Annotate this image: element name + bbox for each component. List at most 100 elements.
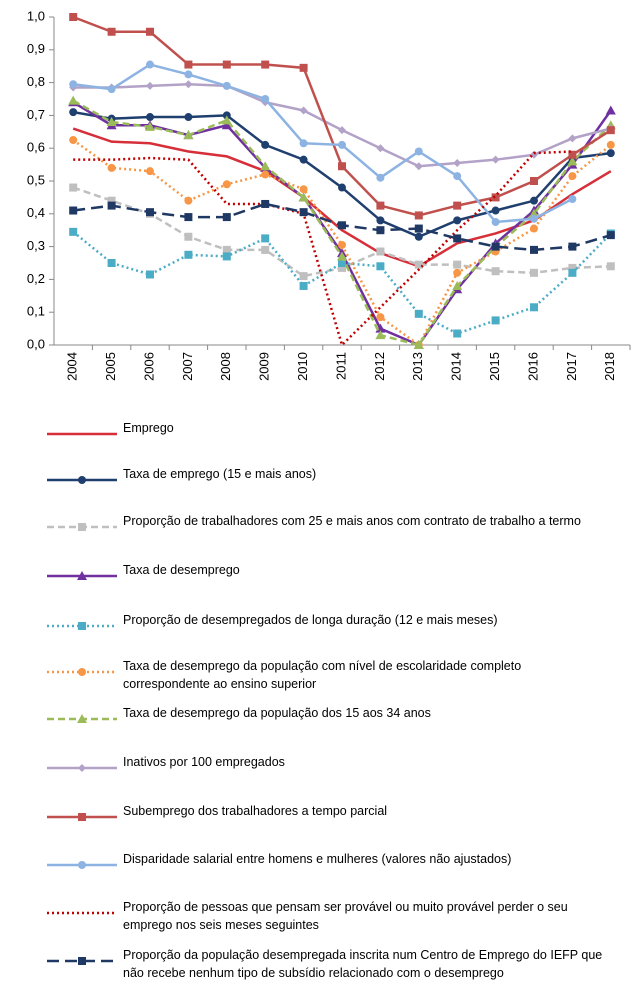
legend-entry: Taxa de desemprego <box>47 563 603 582</box>
y-tick-label: 0,6 <box>27 140 45 155</box>
point <box>184 60 193 69</box>
legend-swatch <box>47 957 117 965</box>
point <box>68 95 79 105</box>
point <box>261 95 270 103</box>
point <box>222 245 231 254</box>
point <box>530 245 538 254</box>
point <box>299 272 308 281</box>
point <box>299 208 308 217</box>
point <box>222 213 231 222</box>
point <box>299 155 308 164</box>
y-tick-label: 0,8 <box>27 74 45 89</box>
legend-label: Inativos por 100 empregados <box>123 755 285 769</box>
legend-entry: Subemprego dos trabalhadores a tempo par… <box>47 804 603 823</box>
point <box>376 313 385 322</box>
legend-swatch <box>47 432 117 436</box>
legend-swatch <box>47 764 117 772</box>
point <box>376 201 385 210</box>
point <box>568 263 577 272</box>
point <box>376 216 385 225</box>
legend-marker <box>78 523 86 531</box>
point <box>106 116 117 126</box>
point <box>299 63 308 72</box>
point <box>261 170 270 179</box>
point <box>222 180 231 189</box>
point <box>299 139 308 148</box>
point <box>69 136 78 144</box>
point <box>453 201 462 210</box>
point <box>568 150 577 159</box>
y-tick-label: 0,4 <box>27 205 45 220</box>
point <box>338 240 346 249</box>
x-tick-label: 2006 <box>141 352 156 381</box>
legend-marker <box>77 571 87 580</box>
legend-label: Proporção de trabalhadores com 25 e mais… <box>123 514 581 528</box>
legend-label: Emprego <box>123 421 174 435</box>
point <box>69 206 78 215</box>
point <box>530 214 538 223</box>
point <box>530 196 538 205</box>
point <box>146 81 154 90</box>
point <box>261 60 270 69</box>
legend-swatch <box>47 523 117 531</box>
point <box>376 173 385 182</box>
legend-entry: Proporção de desempregados de longa dura… <box>47 613 603 632</box>
legend-label: Taxa de desemprego da população com níve… <box>123 659 522 691</box>
point <box>491 206 500 215</box>
point <box>107 201 116 210</box>
point <box>107 163 116 172</box>
point <box>530 303 538 312</box>
point <box>453 268 462 277</box>
point <box>376 247 385 256</box>
point <box>261 245 270 254</box>
legend-entry: Proporção de trabalhadores com 25 e mais… <box>47 514 603 533</box>
point <box>299 185 308 194</box>
point <box>491 155 500 164</box>
point <box>299 106 308 115</box>
legend-marker <box>78 668 86 676</box>
point <box>338 221 346 230</box>
point <box>222 60 231 69</box>
point <box>452 280 463 290</box>
point <box>337 251 347 261</box>
point <box>453 158 462 167</box>
point <box>261 140 270 149</box>
point <box>530 268 538 277</box>
legend-swatch <box>47 861 117 869</box>
point <box>491 267 500 276</box>
point <box>338 126 346 135</box>
legend-entry: Disparidade salarial entre homens e mulh… <box>47 852 603 871</box>
point <box>107 27 116 36</box>
point <box>338 140 346 149</box>
point <box>414 224 423 233</box>
point <box>413 340 424 349</box>
point <box>568 242 577 251</box>
point <box>414 260 423 269</box>
x-tick-label: 2011 <box>333 352 348 380</box>
point <box>605 105 616 115</box>
point <box>453 172 462 181</box>
y-tick-label: 0,5 <box>27 172 45 187</box>
legend-entry: Taxa de desemprego da população dos 15 a… <box>47 706 603 725</box>
point <box>606 140 615 149</box>
legend-label: Taxa de desemprego <box>123 563 240 577</box>
point <box>375 330 386 340</box>
point <box>146 27 154 36</box>
x-tick-label: 2008 <box>218 352 233 381</box>
point <box>376 262 385 271</box>
point <box>146 167 154 176</box>
legend-entry: Inativos por 100 empregados <box>47 755 603 774</box>
point <box>221 120 232 130</box>
point <box>69 108 78 117</box>
point <box>222 81 231 90</box>
point <box>184 232 193 241</box>
legend-swatch <box>47 714 117 723</box>
point <box>376 144 385 153</box>
point <box>606 262 615 271</box>
series-line <box>73 63 573 224</box>
legend-marker <box>78 476 86 484</box>
point <box>530 224 538 233</box>
point <box>184 80 193 89</box>
point <box>606 149 615 158</box>
